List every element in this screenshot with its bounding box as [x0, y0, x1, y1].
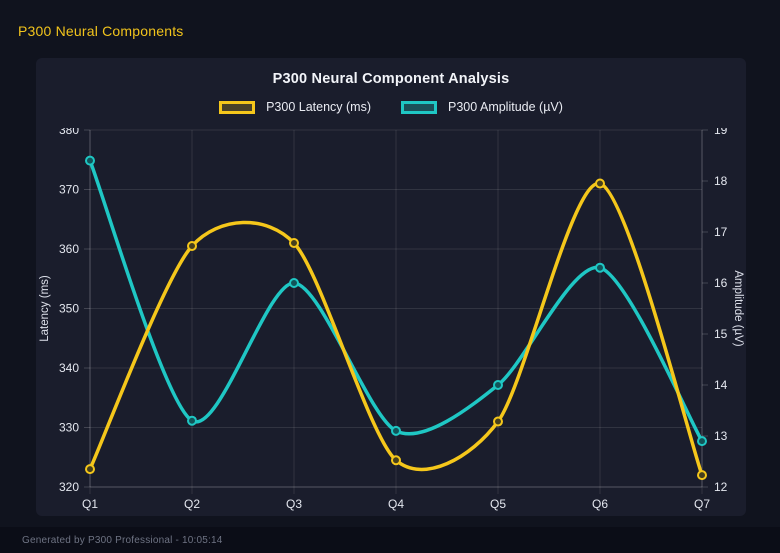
app-header: P300 Neural Components	[18, 23, 184, 39]
svg-text:330: 330	[59, 421, 79, 435]
legend-label-latency: P300 Latency (ms)	[266, 100, 371, 114]
svg-text:14: 14	[714, 378, 728, 392]
svg-text:340: 340	[59, 361, 79, 375]
svg-text:15: 15	[714, 327, 728, 341]
svg-text:Amplitude (µV): Amplitude (µV)	[732, 270, 744, 346]
footer-text: Generated by P300 Professional - 10:05:1…	[22, 534, 223, 546]
svg-text:Q2: Q2	[184, 497, 200, 511]
svg-text:350: 350	[59, 302, 79, 316]
footer-bar: Generated by P300 Professional - 10:05:1…	[0, 527, 780, 553]
legend-item-latency[interactable]: P300 Latency (ms)	[219, 100, 371, 114]
svg-text:Q6: Q6	[592, 497, 608, 511]
svg-text:Q4: Q4	[388, 497, 404, 511]
svg-text:370: 370	[59, 183, 79, 197]
svg-text:13: 13	[714, 429, 728, 443]
chart-legend: P300 Latency (ms) P300 Amplitude (µV)	[36, 99, 746, 115]
line-chart[interactable]: 320 330 340 350 360 370 380 12 13 14 15 16 17 18 19 Q1 Q…	[36, 128, 746, 518]
svg-text:16: 16	[714, 276, 728, 290]
latency-swatch-icon	[219, 100, 256, 114]
svg-text:17: 17	[714, 225, 728, 239]
svg-text:12: 12	[714, 480, 728, 494]
svg-text:320: 320	[59, 480, 79, 494]
svg-text:380: 380	[59, 128, 79, 137]
svg-text:Q7: Q7	[694, 497, 710, 511]
svg-text:Q1: Q1	[82, 497, 98, 511]
chart-panel: P300 Neural Component Analysis P300 Late…	[36, 58, 746, 516]
svg-text:Q3: Q3	[286, 497, 302, 511]
svg-text:18: 18	[714, 174, 728, 188]
chart-title: P300 Neural Component Analysis	[272, 71, 510, 87]
legend-label-amplitude: P300 Amplitude (µV)	[448, 100, 563, 114]
legend-item-amplitude[interactable]: P300 Amplitude (µV)	[401, 100, 563, 114]
svg-text:Q5: Q5	[490, 497, 506, 511]
page-title: P300 Neural Components	[18, 23, 184, 39]
svg-text:360: 360	[59, 242, 79, 256]
svg-text:Latency (ms): Latency (ms)	[39, 275, 51, 342]
amplitude-swatch-icon	[401, 100, 437, 114]
svg-text:19: 19	[714, 128, 728, 137]
